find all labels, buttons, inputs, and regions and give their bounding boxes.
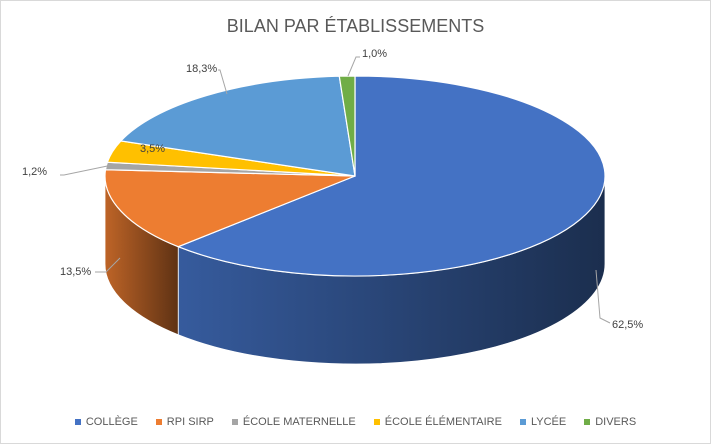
legend-item: COLLÈGE <box>74 416 138 428</box>
legend-item: RPI SIRP <box>155 416 214 428</box>
legend-swatch <box>155 419 162 425</box>
legend-label: ÉCOLE MATERNELLE <box>242 416 356 428</box>
leader-line <box>218 69 228 95</box>
legend-swatch <box>373 419 380 425</box>
data-label: 1,2% <box>22 166 47 178</box>
legend-swatch <box>519 419 526 425</box>
leader-line <box>95 257 121 273</box>
data-label: 1,0% <box>362 48 387 60</box>
chart-title: BILAN PAR ÉTABLISSEMENTS <box>226 16 485 36</box>
pie-slice-0[interactable] <box>176 75 606 277</box>
legend-swatch <box>584 419 591 425</box>
legend-label: DIVERS <box>595 416 637 428</box>
data-label: 62,5% <box>612 319 643 331</box>
leader-line <box>60 163 118 176</box>
legend-swatch <box>231 419 238 425</box>
legend-label: LYCÉE <box>530 416 567 428</box>
data-label: 18,3% <box>186 63 217 75</box>
legend: COLLÈGE RPI SIRP ÉCOLE MATERNELLE ÉCOLE ÉLÉ… <box>0 416 711 428</box>
pie-slice-1[interactable] <box>104 169 356 248</box>
legend-item: DIVERS <box>584 416 636 428</box>
legend-label: ÉCOLE ÉLÉMENTAIRE <box>384 416 502 428</box>
data-label: 3,5% <box>140 143 165 155</box>
legend-swatch <box>74 419 81 425</box>
pie-slice-4[interactable] <box>119 75 356 177</box>
leader-line <box>595 269 611 324</box>
legend-item: LYCÉE <box>519 416 567 428</box>
legend-item: ÉCOLE MATERNELLE <box>231 416 356 428</box>
pie-slice-5[interactable] <box>338 75 356 177</box>
legend-item: ÉCOLE ÉLÉMENTAIRE <box>373 416 502 428</box>
leader-line <box>347 56 360 77</box>
data-label: 13,5% <box>60 266 91 278</box>
legend-label: RPI SIRP <box>166 416 214 428</box>
legend-label: COLLÈGE <box>85 416 138 428</box>
